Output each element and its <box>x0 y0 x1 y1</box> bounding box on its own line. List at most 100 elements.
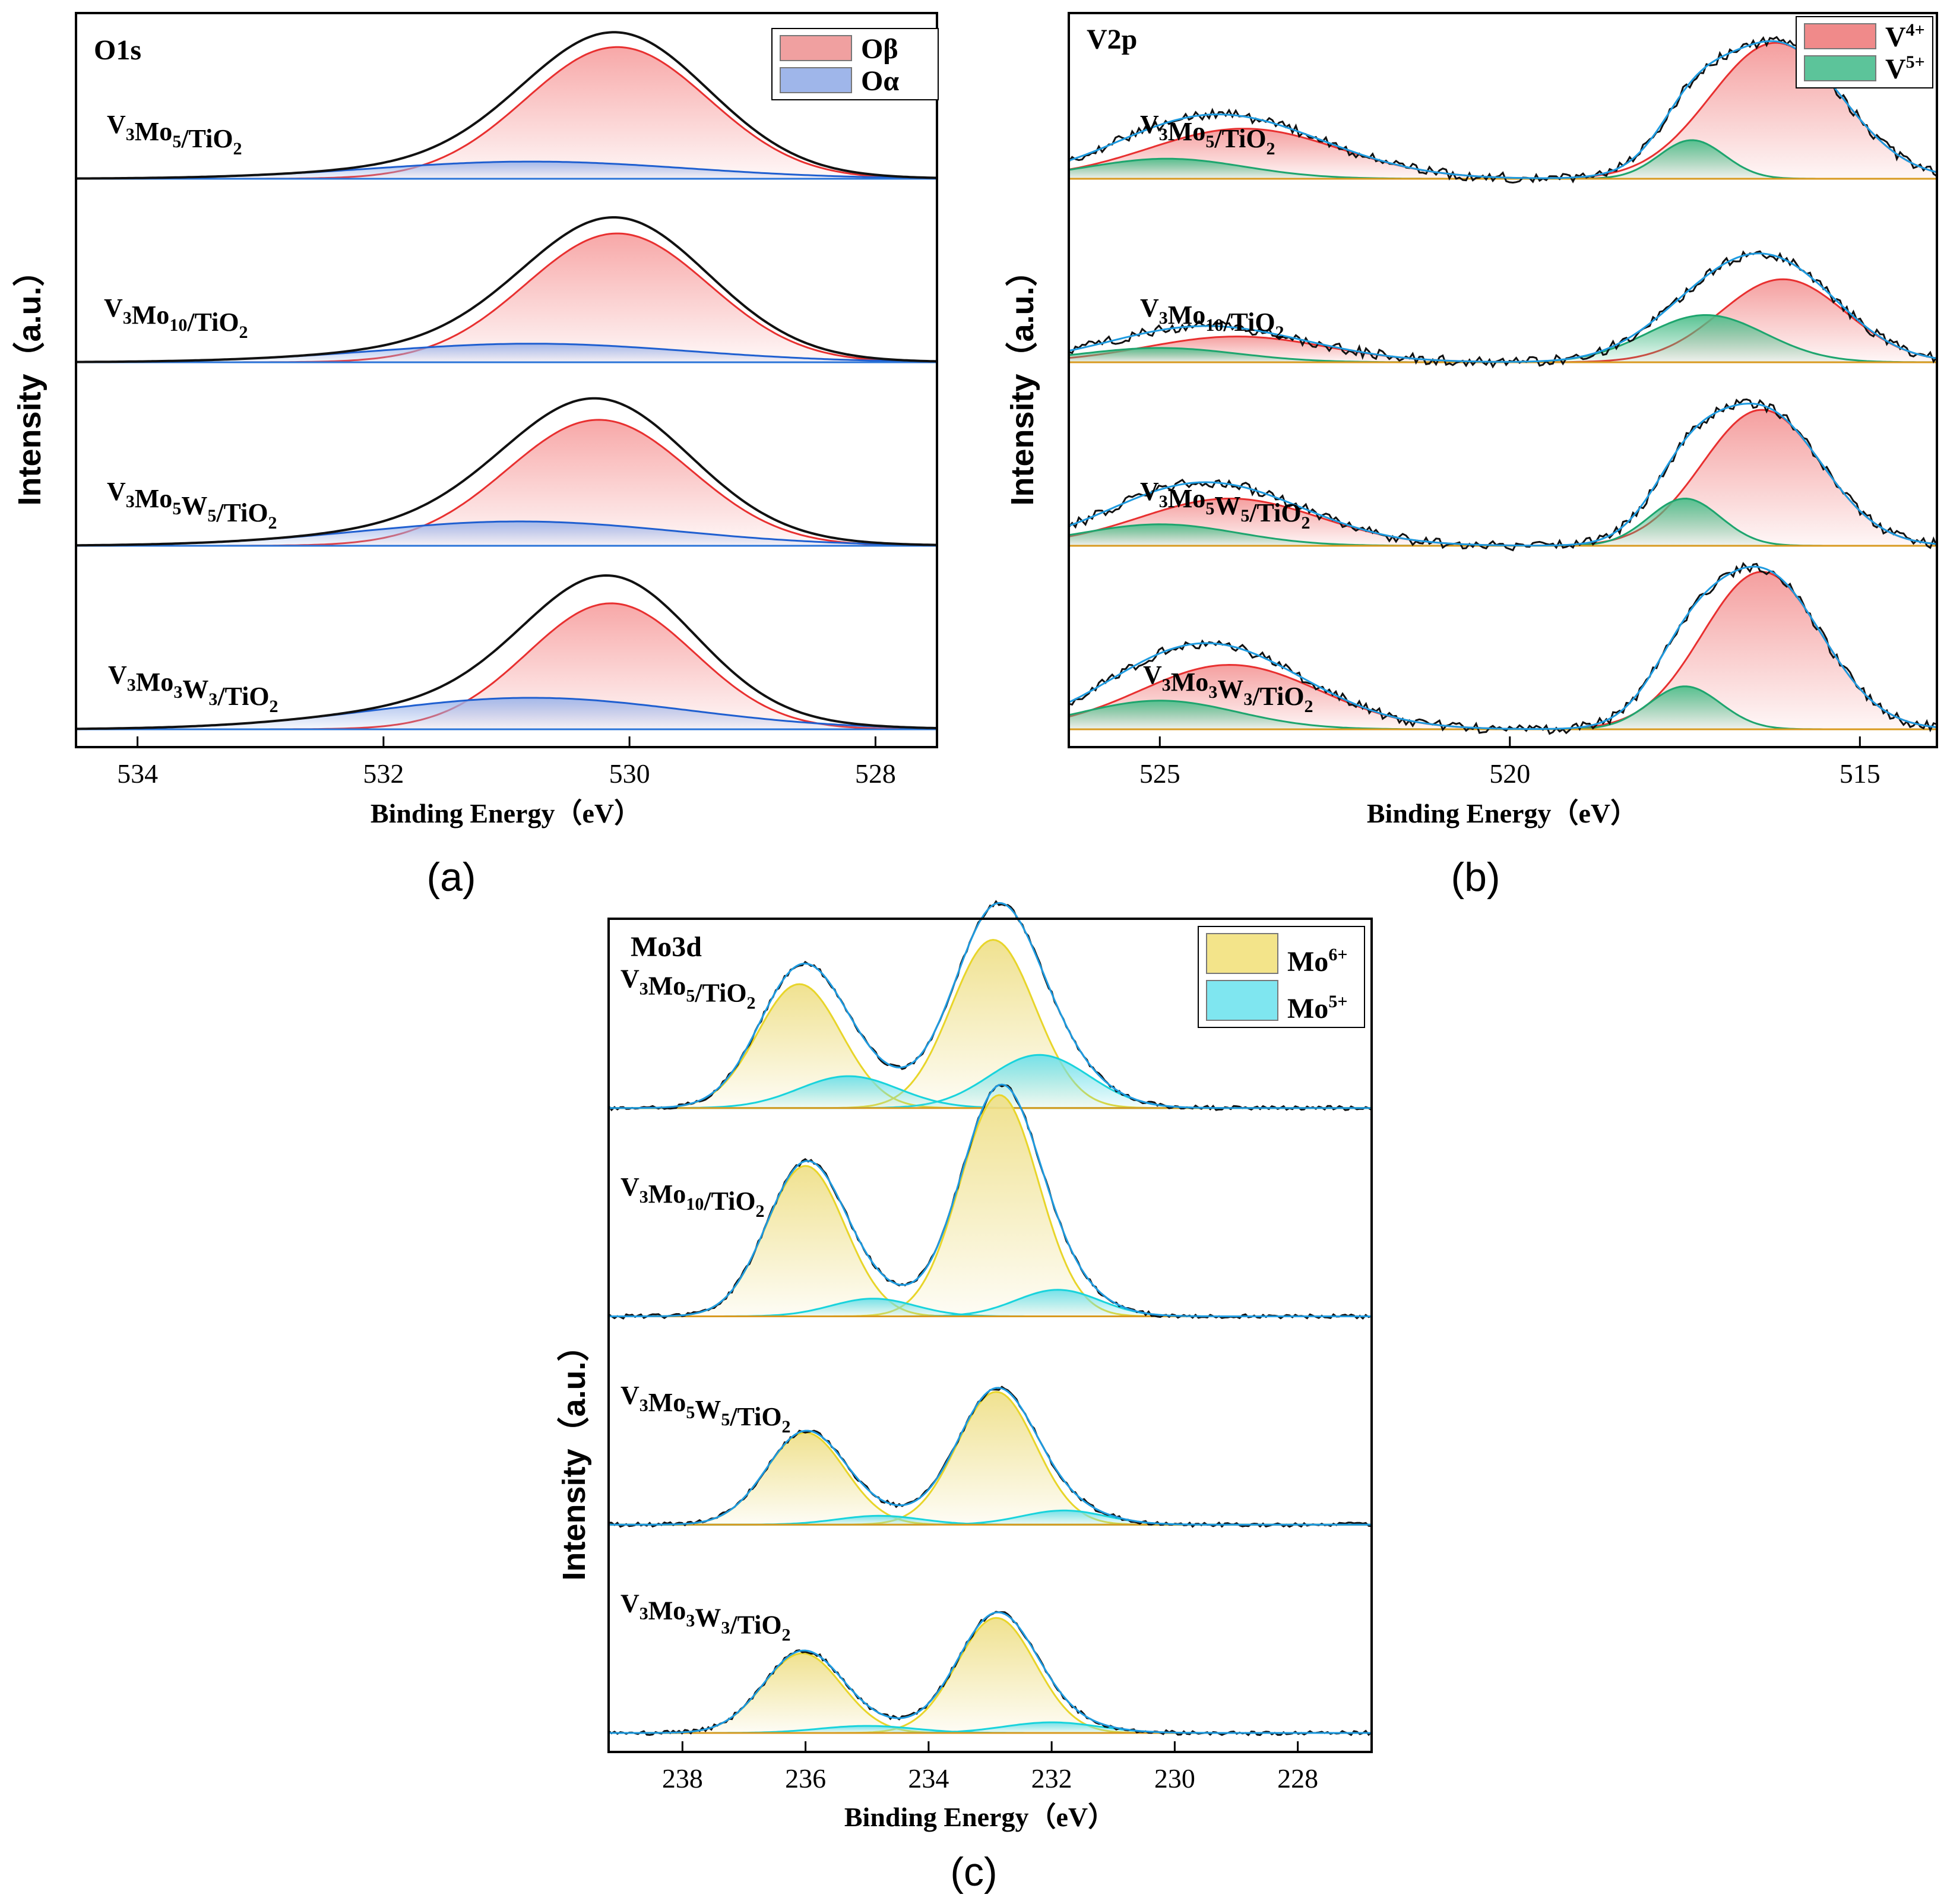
component-fill <box>609 940 1372 1108</box>
envelope-line <box>1068 402 1937 547</box>
x-tick-label: 238 <box>662 1763 703 1794</box>
chart-panel-3: V3Mo5/TiO2 V3Mo10/TiO2 V3Mo5W5/TiO2 V3Mo3W3… <box>556 900 1373 1894</box>
y-axis-label: Intensity（a.u.） <box>556 1329 592 1580</box>
spectrum-3: V3Mo5W5/TiO2 <box>1068 398 1938 552</box>
legend-label: V5+ <box>1885 52 1925 85</box>
x-tick-label: 528 <box>855 758 896 789</box>
panel-letter: (c) <box>950 1849 997 1894</box>
component-fill <box>76 521 937 546</box>
chart-panel-2: V3Mo5/TiO2 V3Mo10/TiO2 V3Mo5W5/TiO2 V3Mo3W3… <box>1005 12 1938 900</box>
component-fill <box>609 1076 1372 1108</box>
component-fill <box>609 1391 1372 1525</box>
envelope-line <box>1068 252 1937 363</box>
legend-swatch <box>780 67 852 93</box>
component-fill <box>1069 315 1937 362</box>
x-tick-label: 515 <box>1840 758 1880 789</box>
component-fill <box>609 1653 1372 1733</box>
component-fill <box>1069 498 1937 546</box>
series-label: V3Mo10/TiO2 <box>1140 293 1284 342</box>
component-fill <box>609 984 1372 1108</box>
legend-swatch <box>1206 980 1278 1021</box>
component-fill <box>76 47 937 179</box>
x-tick-label: 525 <box>1139 758 1180 789</box>
series-label: V3Mo10/TiO2 <box>104 293 248 342</box>
series-label: V3Mo5W5/TiO2 <box>107 477 277 533</box>
spectrum-3: V3Mo5W5/TiO2 <box>608 1381 1372 1528</box>
x-tick-label: 236 <box>785 1763 826 1794</box>
envelope-line <box>609 1083 1372 1317</box>
panel-title: O1s <box>94 34 141 66</box>
series-label: V3Mo5/TiO2 <box>107 110 242 159</box>
legend-swatch <box>780 35 852 61</box>
component-fill <box>609 1432 1372 1525</box>
x-tick-label: 234 <box>908 1763 949 1794</box>
raw-data-line <box>76 574 938 730</box>
raw-data-line <box>1068 398 1938 552</box>
component-fill <box>1069 128 1937 179</box>
x-tick-label: 530 <box>609 758 650 789</box>
spectrum-4: V3Mo3W3/TiO2 <box>608 1589 1373 1737</box>
legend: Mo6+ Mo5+ <box>1198 926 1365 1028</box>
legend-label: Oα <box>861 65 899 97</box>
component-fill <box>76 698 937 729</box>
legend-swatch <box>1206 933 1278 974</box>
y-axis-label: Intensity（a.u.） <box>1005 254 1040 505</box>
raw-data-line <box>76 216 938 363</box>
panel-letter: (b) <box>1451 855 1500 900</box>
series-label: V3Mo5W5/TiO2 <box>1140 477 1310 533</box>
series-label: V3Mo5/TiO2 <box>620 964 756 1013</box>
raw-data-line <box>1068 36 1937 184</box>
component-fill <box>76 343 937 362</box>
raw-data-line <box>1068 250 1938 369</box>
plot-frame <box>1068 12 1938 748</box>
component-fill <box>1069 498 1937 546</box>
component-fill <box>76 603 937 729</box>
component-fill <box>76 162 937 179</box>
chart-panel-1: V3Mo5/TiO2 V3Mo10/TiO2 V3Mo5W5/TiO2 V3Mo3W3… <box>12 12 939 900</box>
component-fill <box>1069 572 1937 729</box>
panel-letter: (a) <box>426 855 476 900</box>
component-fill <box>76 233 937 362</box>
x-axis-label: Binding Energy（eV） <box>1367 798 1638 828</box>
component-fill <box>609 1722 1372 1733</box>
series-label: V3Mo3W3/TiO2 <box>108 660 278 716</box>
component-fill <box>609 1095 1372 1317</box>
component-fill <box>1069 336 1937 362</box>
spectrum-4: V3Mo3W3/TiO2 <box>76 574 938 730</box>
y-axis-label: Intensity（a.u.） <box>12 254 48 505</box>
component-fill <box>609 1289 1372 1317</box>
spectrum-2: V3Mo10/TiO2 <box>76 216 938 363</box>
panel-title: V2p <box>1087 24 1137 55</box>
x-tick-label: 532 <box>363 758 404 789</box>
component-fill <box>76 419 937 546</box>
legend-label: Oβ <box>861 33 898 65</box>
envelope-line <box>1068 40 1937 179</box>
envelope-line <box>609 902 1372 1109</box>
component-fill <box>1069 43 1937 179</box>
x-axis-label: Binding Energy（eV） <box>844 1802 1115 1832</box>
legend-swatch <box>1804 55 1876 81</box>
component-fill <box>1069 410 1937 546</box>
legend: V4+V5+ <box>1796 16 1933 88</box>
x-axis-label: Binding Energy（eV） <box>371 798 641 828</box>
legend-label: Mo6+ <box>1287 945 1347 978</box>
legend-swatch <box>1804 23 1876 49</box>
series-label: V3Mo3W3/TiO2 <box>620 1589 791 1645</box>
raw-data-line <box>76 397 938 547</box>
x-tick-label: 534 <box>117 758 158 789</box>
series-label: V3Mo5W5/TiO2 <box>620 1381 791 1437</box>
envelope-line <box>609 1611 1372 1734</box>
envelope-line <box>609 1387 1372 1526</box>
spectrum-2: V3Mo10/TiO2 <box>1068 250 1938 369</box>
component-fill <box>609 1618 1372 1733</box>
x-tick-label: 232 <box>1031 1763 1072 1794</box>
series-label: V3Mo3W3/TiO2 <box>1143 660 1313 716</box>
raw-data-line <box>75 31 938 180</box>
legend-label: Mo5+ <box>1287 992 1347 1024</box>
envelope-line <box>1068 565 1937 730</box>
component-fill <box>1069 140 1937 179</box>
component-fill <box>609 1166 1372 1317</box>
panel-title: Mo3d <box>631 931 702 963</box>
spectrum-4: V3Mo3W3/TiO2 <box>1068 562 1937 735</box>
